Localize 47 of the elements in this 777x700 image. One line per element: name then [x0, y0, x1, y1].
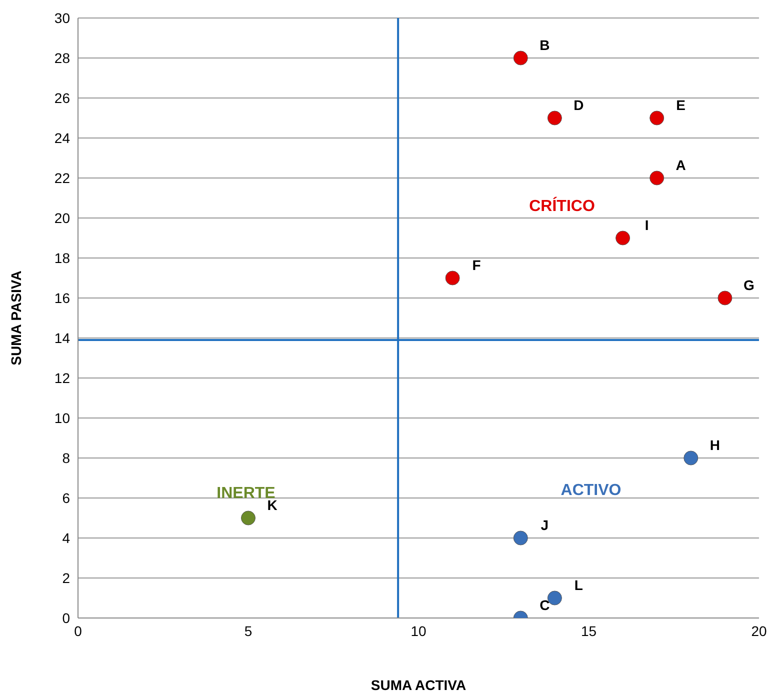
y-tick-label: 28 — [54, 50, 70, 66]
y-tick-label: 6 — [62, 490, 70, 506]
y-tick-label: 10 — [54, 410, 70, 426]
point — [650, 110, 664, 126]
point — [513, 530, 528, 546]
data-label: G — [744, 277, 755, 293]
annotation: CRÍTICO — [529, 198, 595, 216]
x-tick-label: 10 — [410, 622, 426, 639]
x-tick-label: 5 — [244, 622, 252, 639]
annotation: ACTIVO — [560, 482, 622, 500]
point — [616, 230, 630, 246]
y-axis-title: SUMA PASIVA — [8, 270, 24, 366]
point — [650, 170, 664, 186]
point — [241, 510, 256, 526]
y-tick-label: 0 — [62, 610, 70, 626]
data-label: A — [676, 157, 686, 173]
y-tick-label: 16 — [54, 290, 70, 306]
y-tick-label: 26 — [54, 90, 70, 106]
y-tick-label: 14 — [54, 330, 70, 346]
x-tick-label: 15 — [580, 622, 597, 639]
y-tick-label: 30 — [54, 10, 70, 26]
data-label: I — [644, 217, 649, 233]
data-label: B — [540, 37, 550, 53]
data-label: D — [574, 97, 584, 113]
data-label: J — [540, 517, 549, 533]
y-tick-label: 22 — [54, 170, 70, 186]
y-tick-label: 8 — [62, 450, 70, 466]
y-tick-label: 2 — [62, 570, 70, 586]
x-tick-label: 0 — [74, 622, 82, 639]
data-label: E — [676, 97, 686, 113]
data-label: K — [267, 497, 278, 513]
y-tick-label: 18 — [54, 250, 70, 266]
data-label: F — [472, 257, 482, 273]
y-tick-label: 4 — [62, 530, 70, 546]
point — [547, 110, 562, 126]
x-tick-label: 20 — [751, 622, 767, 639]
y-tick-label: 12 — [54, 370, 70, 386]
point — [513, 50, 528, 66]
point — [445, 270, 460, 286]
point — [718, 290, 732, 306]
data-label: H — [710, 437, 720, 453]
point — [684, 450, 698, 466]
x-axis-title: SUMA ACTIVA — [370, 677, 466, 693]
y-tick-label: 20 — [54, 210, 70, 226]
data-label: L — [574, 577, 584, 593]
data-label: C — [540, 597, 550, 613]
y-tick-label: 24 — [54, 130, 70, 146]
